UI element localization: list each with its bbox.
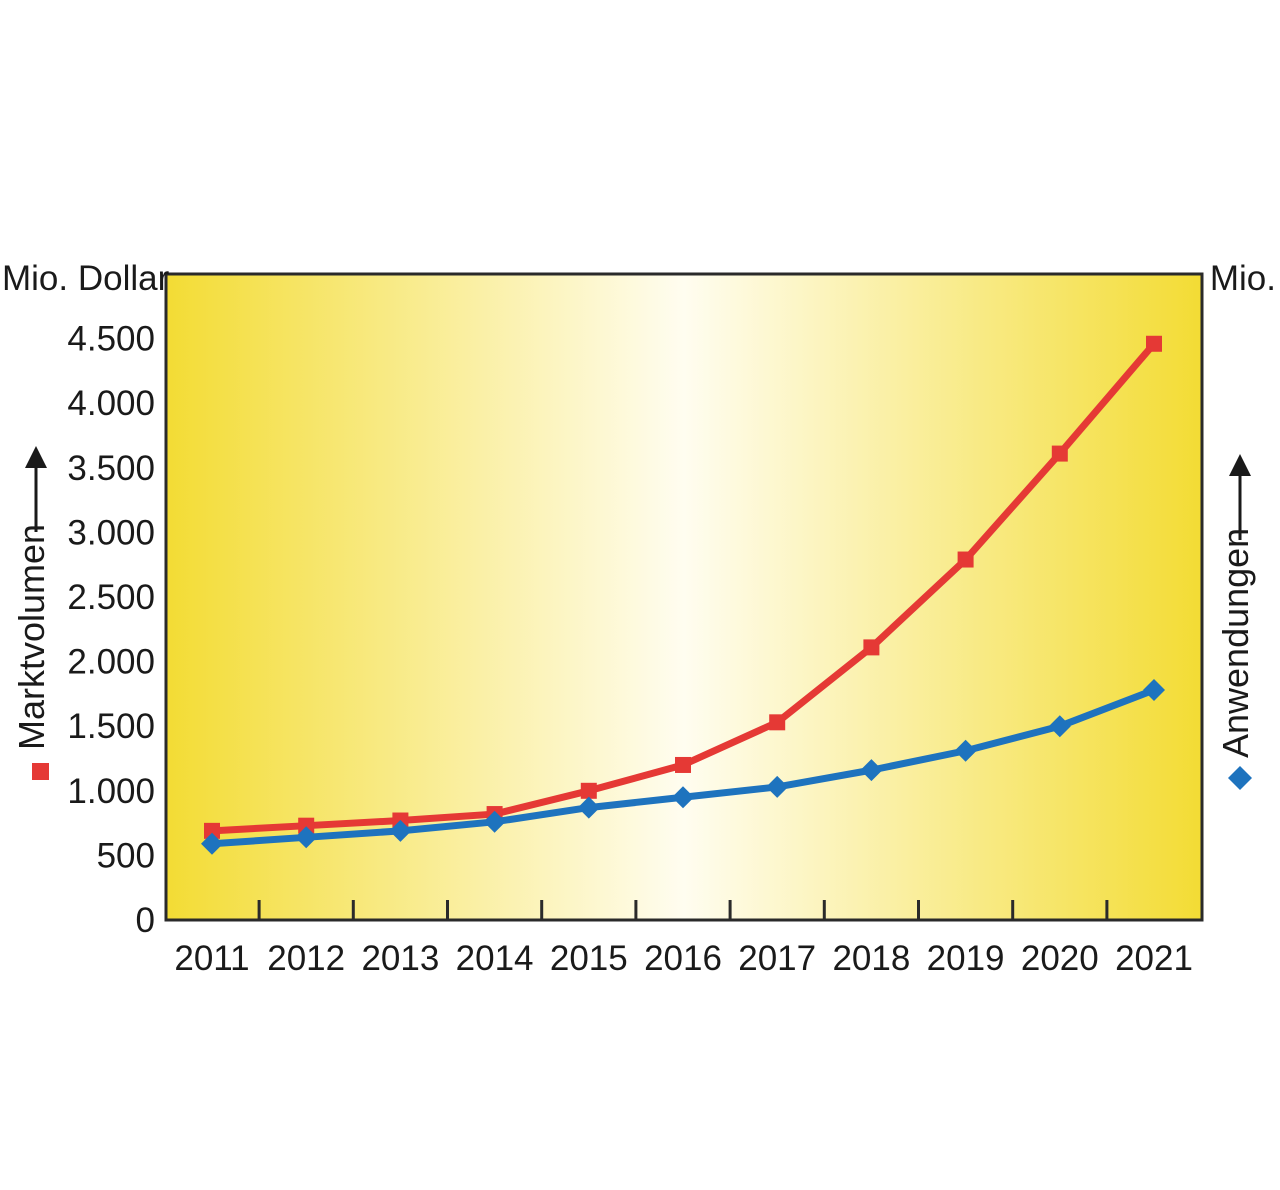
data-point: [766, 775, 789, 798]
right-axis-unit: Mio.: [1210, 259, 1276, 298]
x-tick-label: 2020: [1021, 939, 1099, 978]
x-tick-label: 2014: [456, 939, 534, 978]
right-legend-diamond-marker: [1228, 766, 1252, 790]
y-tick-label: 1.500: [67, 707, 155, 746]
y-tick-label: 3.500: [67, 449, 155, 488]
data-point: [577, 796, 600, 819]
y-tick-label: 0: [136, 901, 155, 940]
left-axis-unit: Mio. Dollar: [2, 259, 170, 298]
x-tick-label: 2012: [267, 939, 345, 978]
data-point: [675, 756, 691, 773]
left-legend-square-marker: [32, 763, 49, 780]
data-point: [954, 739, 977, 762]
data-point: [957, 551, 974, 568]
data-point: [1143, 679, 1165, 702]
data-point: [201, 832, 223, 855]
data-point: [863, 639, 880, 656]
y-tick-label: 4.500: [67, 320, 155, 359]
left-axis-arrow-head: [25, 446, 47, 468]
series-anwendungen: [201, 679, 1165, 855]
y-tick-labels: 0 500 1.000 1.500 2.000 2.500 3.000 3.500 4.000 4…: [67, 320, 155, 940]
right-axis-arrow-head: [1229, 454, 1251, 476]
right-axis-label: Anwendungen: [1215, 528, 1256, 758]
data-point: [1051, 445, 1068, 462]
x-tick-label: 2016: [644, 939, 722, 978]
data-point: [298, 817, 315, 834]
y-tick-label: 500: [97, 836, 155, 875]
x-tick-label: 2017: [738, 939, 816, 978]
data-point: [580, 782, 597, 799]
x-tick-marks: [257, 900, 1109, 920]
data-point: [295, 826, 318, 849]
data-point: [1146, 335, 1162, 352]
data-point: [769, 714, 786, 731]
data-point: [483, 810, 506, 833]
x-tick-label: 2015: [550, 939, 628, 978]
x-tick-label: 2019: [927, 939, 1005, 978]
x-tick-label: 2021: [1115, 939, 1193, 978]
right-axis-label-group: Anwendungen: [1215, 454, 1256, 790]
x-tick-labels: 2011 2012 2013 2014 2015 2016 2017 2018 2019 2020…: [174, 939, 1193, 978]
x-tick-label: 2013: [361, 939, 439, 978]
plot-area: [164, 272, 1204, 922]
data-point: [860, 759, 883, 782]
left-axis-label-group: Marktvolumen: [11, 446, 52, 780]
x-tick-label: 2018: [832, 939, 910, 978]
data-point: [672, 786, 694, 809]
left-axis-label: Marktvolumen: [11, 524, 52, 750]
x-tick-label: 2011: [174, 939, 249, 978]
data-point: [1048, 715, 1071, 738]
data-point: [204, 822, 220, 839]
y-tick-label: 2.500: [67, 578, 155, 617]
y-tick-label: 3.000: [67, 513, 155, 552]
y-tick-label: 1.000: [67, 772, 155, 811]
y-tick-label: 4.000: [67, 384, 155, 423]
series-layer: [201, 335, 1165, 855]
y-tick-label: 2.000: [67, 643, 155, 682]
data-point: [389, 819, 412, 842]
